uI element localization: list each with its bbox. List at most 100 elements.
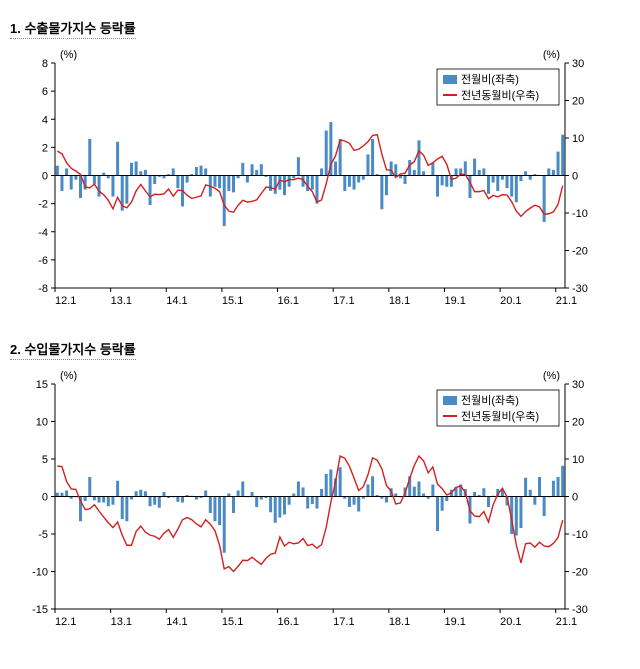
- left-unit-label: (%): [60, 370, 77, 382]
- bar: [385, 497, 388, 503]
- bar: [213, 176, 216, 187]
- bar: [176, 176, 179, 189]
- bar: [436, 497, 439, 532]
- bar: [436, 176, 439, 197]
- bar: [260, 164, 263, 175]
- bar: [329, 470, 332, 497]
- bar: [274, 176, 277, 194]
- bar: [325, 131, 328, 176]
- bar: [431, 485, 434, 497]
- bar: [65, 168, 68, 175]
- bar: [519, 497, 522, 529]
- bar: [464, 161, 467, 175]
- bar: [278, 497, 281, 518]
- x-tick-label: 18.1: [389, 616, 410, 628]
- bar: [93, 497, 96, 501]
- bar: [482, 168, 485, 175]
- bar: [181, 497, 184, 503]
- bar: [288, 176, 291, 187]
- bar: [88, 139, 91, 176]
- y-left-tick-label: 2: [42, 142, 48, 154]
- bar: [246, 176, 249, 183]
- bar: [274, 497, 277, 523]
- y-left-tick-label: -2: [38, 199, 48, 211]
- bar: [311, 497, 314, 505]
- bar: [353, 176, 356, 190]
- x-tick-label: 20.1: [500, 295, 521, 307]
- bar: [533, 497, 536, 505]
- x-tick-label: 14.1: [166, 295, 187, 307]
- left-unit-label: (%): [60, 49, 77, 61]
- bar: [241, 163, 244, 176]
- y-right-tick-label: 20: [572, 96, 584, 108]
- bar: [144, 491, 147, 496]
- y-left-tick-label: 0: [42, 492, 48, 504]
- x-tick-label: 19.1: [444, 616, 465, 628]
- x-tick-label: 17.1: [333, 616, 354, 628]
- bar: [315, 497, 318, 509]
- y-left-tick-label: 15: [36, 379, 48, 391]
- bar: [524, 478, 527, 497]
- bar: [56, 166, 59, 176]
- y-right-tick-label: -30: [572, 283, 588, 295]
- y-right-tick-label: -10: [572, 208, 588, 220]
- y-left-tick-label: -5: [38, 529, 48, 541]
- y-left-tick-label: 10: [36, 417, 48, 429]
- y-right-tick-label: 0: [572, 492, 578, 504]
- bar: [543, 176, 546, 222]
- x-tick-label: 21.1: [556, 616, 577, 628]
- bar: [320, 168, 323, 175]
- bar: [468, 176, 471, 199]
- bar: [552, 481, 555, 497]
- bar: [288, 497, 291, 505]
- bar: [306, 176, 309, 191]
- bar: [348, 497, 351, 508]
- y-right-tick-label: -20: [572, 567, 588, 579]
- bar: [311, 176, 314, 190]
- bar: [116, 481, 119, 497]
- bar: [98, 176, 101, 197]
- bar: [519, 176, 522, 182]
- bar: [515, 497, 518, 536]
- y-left-tick-label: -8: [38, 283, 48, 295]
- bar: [413, 170, 416, 176]
- bar: [84, 497, 87, 502]
- bar: [482, 488, 485, 496]
- bar: [186, 176, 189, 183]
- bar: [552, 170, 555, 176]
- bar: [380, 176, 383, 210]
- legend-bar-label: 전월비(좌축): [461, 73, 519, 86]
- bar: [251, 164, 254, 175]
- chart-svg: -8-6-4-202468-30-20-100102030(%)(%)12.11…: [10, 43, 610, 313]
- bar: [422, 171, 425, 175]
- bar: [515, 176, 518, 203]
- bar: [306, 497, 309, 509]
- bar: [139, 171, 142, 175]
- y-left-tick-label: 5: [42, 454, 48, 466]
- y-left-tick-label: 6: [42, 86, 48, 98]
- bar: [107, 497, 110, 507]
- bar: [60, 176, 63, 191]
- bar: [283, 176, 286, 196]
- bar: [227, 176, 230, 191]
- bar: [445, 497, 448, 502]
- bar: [237, 491, 240, 497]
- chart1: -8-6-4-202468-30-20-100102030(%)(%)12.11…: [10, 43, 610, 313]
- bar: [102, 497, 105, 503]
- bar: [478, 170, 481, 176]
- bar: [353, 497, 356, 505]
- bar: [543, 497, 546, 517]
- legend-bar-label: 전월비(좌축): [461, 394, 519, 407]
- x-tick-label: 15.1: [222, 616, 243, 628]
- bar: [218, 176, 221, 189]
- bar: [251, 492, 254, 497]
- bar: [431, 163, 434, 176]
- x-tick-label: 17.1: [333, 295, 354, 307]
- bar: [441, 497, 444, 511]
- bar: [445, 176, 448, 187]
- bar: [135, 161, 138, 175]
- x-tick-label: 12.1: [55, 616, 76, 628]
- bar: [492, 176, 495, 183]
- legend-line-label: 전년동월비(우축): [461, 89, 539, 102]
- bar: [65, 491, 68, 497]
